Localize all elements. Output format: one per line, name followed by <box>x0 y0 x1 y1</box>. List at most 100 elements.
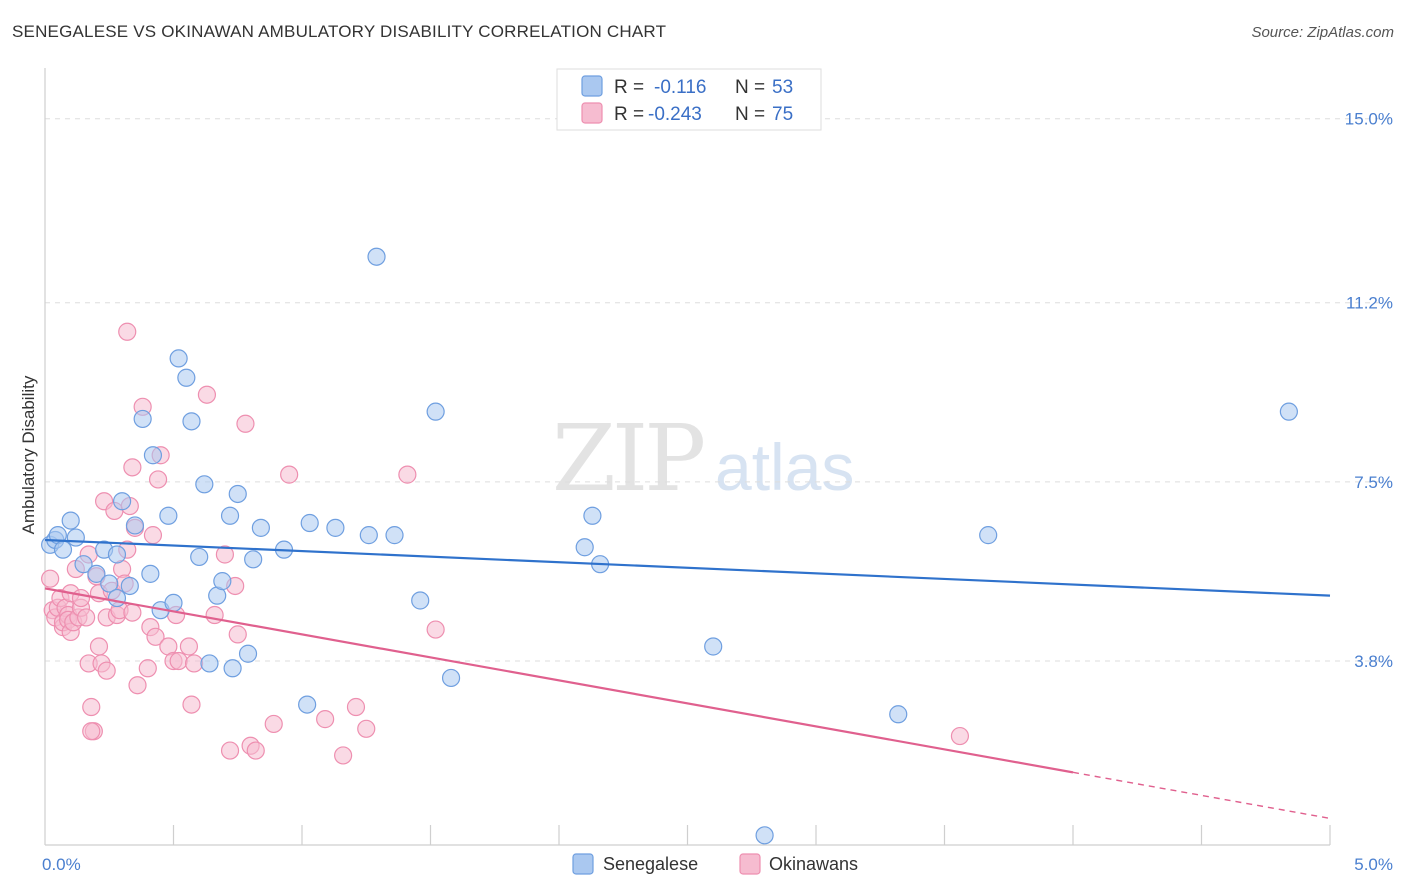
bottom-legend-swatch-senegalese <box>572 853 594 875</box>
y-axis-title: Ambulatory Disability <box>19 375 38 534</box>
senegalese-point <box>125 516 145 535</box>
senegalese-point <box>979 526 998 545</box>
okinawans-point <box>215 545 234 564</box>
senegalese-point <box>107 545 127 564</box>
okinawans-point <box>118 322 137 341</box>
senegalese-point <box>238 644 258 663</box>
senegalese-point <box>704 637 723 656</box>
senegalese-point <box>120 576 139 596</box>
okinawans-point <box>123 603 142 622</box>
legend-n-label-1: N = <box>735 77 765 98</box>
okinawans-point <box>123 458 142 477</box>
okinawans-point <box>77 608 96 627</box>
senegalese-point <box>61 511 80 530</box>
okinawans-trend-line <box>44 587 1074 774</box>
senegalese-point <box>583 506 602 525</box>
okinawans-point <box>357 719 376 738</box>
senegalese-point <box>164 593 183 613</box>
legend-r-value-1: -0.116 <box>654 77 706 98</box>
source-attribution: Source: ZipAtlas.com <box>1251 24 1394 41</box>
okinawans-point <box>71 588 91 608</box>
y-tick-label: 3.8% <box>1354 652 1393 671</box>
bottom-legend-senegalese: Senegalese <box>603 854 698 874</box>
senegalese-point <box>141 564 160 583</box>
legend-swatch-senegalese <box>581 75 603 97</box>
okinawans-point <box>220 741 240 760</box>
senegalese-point <box>889 705 908 724</box>
senegalese-point <box>575 538 594 557</box>
x-axis-ticks <box>172 825 1331 845</box>
senegalese-point <box>300 513 319 533</box>
senegalese-point <box>112 492 132 511</box>
senegalese-point <box>228 484 247 504</box>
okinawans-point <box>264 714 283 734</box>
series-legend: Senegalese Okinawans <box>572 853 858 875</box>
okinawans-point <box>82 722 101 741</box>
okinawans-point <box>236 414 255 433</box>
okinawans-point <box>138 659 157 678</box>
legend-r-value-2: -0.243 <box>648 104 702 125</box>
correlation-legend: R = -0.116 N = 53 R = -0.243 N = 75 <box>556 68 822 131</box>
senegalese-point <box>177 368 196 387</box>
okinawans-point <box>346 697 366 717</box>
x-tick-label-max: 5.0% <box>1354 855 1393 874</box>
senegalese-point <box>190 547 209 567</box>
senegalese-point <box>159 506 178 525</box>
okinawans-trend-extension <box>1072 771 1331 820</box>
okinawans-point <box>334 746 353 765</box>
senegalese-point <box>1279 402 1298 421</box>
okinawans-point <box>146 627 165 646</box>
okinawans-point <box>184 654 204 673</box>
senegalese-point <box>359 526 378 545</box>
okinawans-point <box>169 651 188 671</box>
senegalese-point <box>441 668 461 688</box>
senegalese-point <box>326 518 345 537</box>
okinawans-point <box>182 695 201 714</box>
senegalese-point <box>87 564 106 583</box>
senegalese-point <box>74 555 93 574</box>
senegalese-point <box>143 446 163 465</box>
okinawans-point <box>426 620 445 639</box>
okinawans-point <box>205 605 224 625</box>
senegalese-point <box>220 506 240 525</box>
senegalese-point <box>100 574 119 593</box>
okinawans-point <box>82 697 101 717</box>
legend-r-label-1: R = <box>614 77 644 98</box>
senegalese-point <box>133 409 152 429</box>
bottom-legend-okinawans: Okinawans <box>769 854 858 874</box>
legend-n-label-2: N = <box>735 104 765 125</box>
senegalese-point <box>195 475 214 494</box>
okinawans-point <box>143 526 163 545</box>
watermark-atlas: atlas <box>715 430 854 504</box>
senegalese-point <box>426 402 445 421</box>
watermark-zip: ZIP <box>552 405 703 512</box>
y-tick-label: 11.2% <box>1346 294 1393 313</box>
legend-n-value-1: 53 <box>772 77 793 98</box>
okinawans-point <box>41 569 60 588</box>
senegalese-point <box>169 349 188 368</box>
senegalese-point <box>200 654 219 673</box>
x-tick-label-min: 0.0% <box>42 855 81 874</box>
y-tick-labels: 3.8% 7.5% 11.2% 15.0% <box>1345 110 1393 671</box>
senegalese-point <box>251 518 270 537</box>
senegalese-point <box>66 528 85 547</box>
senegalese-point <box>107 588 127 608</box>
legend-n-value-2: 75 <box>772 104 793 125</box>
okinawans-point <box>950 726 970 746</box>
okinawans-point <box>97 661 116 680</box>
okinawans-point <box>128 676 147 695</box>
gridlines <box>45 118 1390 662</box>
senegalese-point <box>385 526 404 545</box>
senegalese-trend-line <box>44 538 1331 597</box>
senegalese-point <box>367 247 386 266</box>
okinawans-point <box>398 465 417 484</box>
okinawans-point <box>89 637 109 656</box>
senegalese-point <box>53 540 73 559</box>
trend-lines <box>44 538 1331 820</box>
senegalese-point <box>244 550 263 569</box>
y-tick-label: 7.5% <box>1354 473 1393 492</box>
senegalese-point <box>411 591 430 610</box>
senegalese-point <box>213 572 232 591</box>
senegalese-point <box>755 826 774 845</box>
